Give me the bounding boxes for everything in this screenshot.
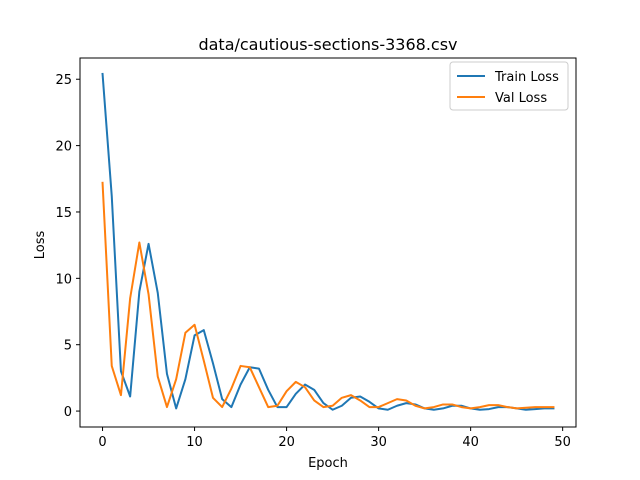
- y-tick-label: 20: [55, 140, 72, 155]
- y-tick-label: 0: [64, 405, 72, 420]
- axes-frame: [79, 57, 577, 428]
- x-tick-label: 30: [370, 435, 387, 450]
- y-axis-ticks: 0 5 10 15 20 25: [55, 73, 80, 420]
- series-lines: [101, 72, 555, 411]
- legend: Train Loss Val Loss: [449, 61, 569, 111]
- x-tick-label: 40: [462, 435, 479, 450]
- x-tick-label: 10: [186, 435, 203, 450]
- y-tick-label: 15: [55, 206, 72, 221]
- series-line-val-loss: [101, 181, 555, 410]
- x-tick-label: 0: [98, 435, 106, 450]
- x-tick-label: 50: [554, 435, 571, 450]
- y-tick-label: 25: [55, 73, 72, 88]
- y-axis-label: Loss: [33, 231, 48, 260]
- plot-area: [79, 57, 577, 428]
- legend-label-train-loss: Train Loss: [494, 70, 559, 85]
- chart-title: data/cautious-sections-3368.csv: [198, 35, 457, 54]
- x-axis-ticks: 0 10 20 30 40 50: [98, 427, 571, 450]
- y-tick-label: 5: [64, 339, 72, 354]
- y-tick-label: 10: [55, 272, 72, 287]
- legend-label-val-loss: Val Loss: [495, 91, 547, 106]
- x-tick-label: 20: [278, 435, 295, 450]
- x-axis-label: Epoch: [308, 456, 348, 471]
